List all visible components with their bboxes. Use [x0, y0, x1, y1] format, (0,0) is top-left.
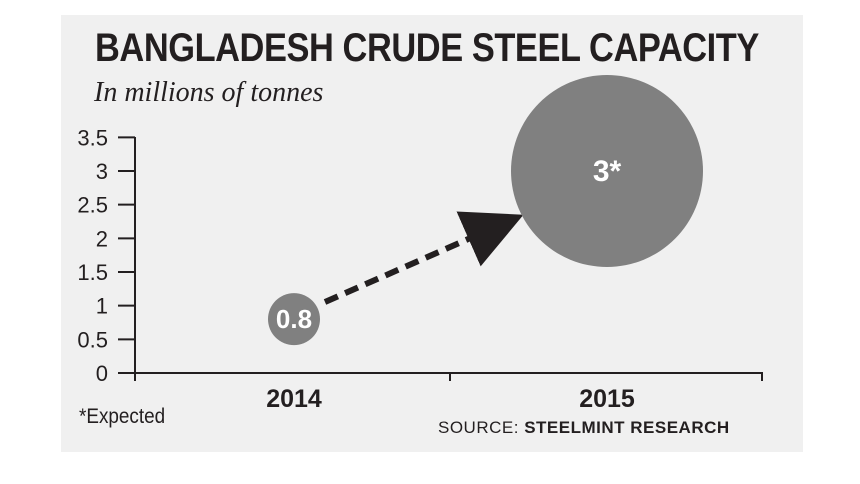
y-tick-label: 0.5 — [77, 327, 108, 352]
source-name: STEELMINT RESEARCH — [524, 418, 730, 437]
y-tick-label: 0 — [96, 361, 108, 386]
y-tick-label: 1 — [96, 294, 108, 319]
data-bubble — [268, 293, 320, 346]
y-tick-label: 2 — [96, 226, 108, 251]
chart-title: BANGLADESH CRUDE STEEL CAPACITY — [95, 26, 759, 70]
data-label: 3* — [593, 155, 622, 188]
data-label: 0.8 — [276, 304, 312, 334]
connector-arrow — [323, 211, 524, 305]
data-bubble — [511, 75, 703, 267]
y-tick-label: 2.5 — [77, 193, 108, 218]
y-tick-label: 3.5 — [77, 125, 108, 150]
x-category-label: 2015 — [579, 385, 635, 413]
footnote: *Expected — [79, 405, 166, 428]
chart-subtitle: In millions of tonnes — [94, 77, 324, 108]
source-line: SOURCE: STEELMINT RESEARCH — [438, 418, 730, 438]
x-category-label: 2014 — [266, 385, 322, 413]
y-tick-label: 3 — [96, 159, 108, 184]
source-prefix: SOURCE: — [438, 418, 519, 437]
y-tick-label: 1.5 — [77, 260, 108, 285]
